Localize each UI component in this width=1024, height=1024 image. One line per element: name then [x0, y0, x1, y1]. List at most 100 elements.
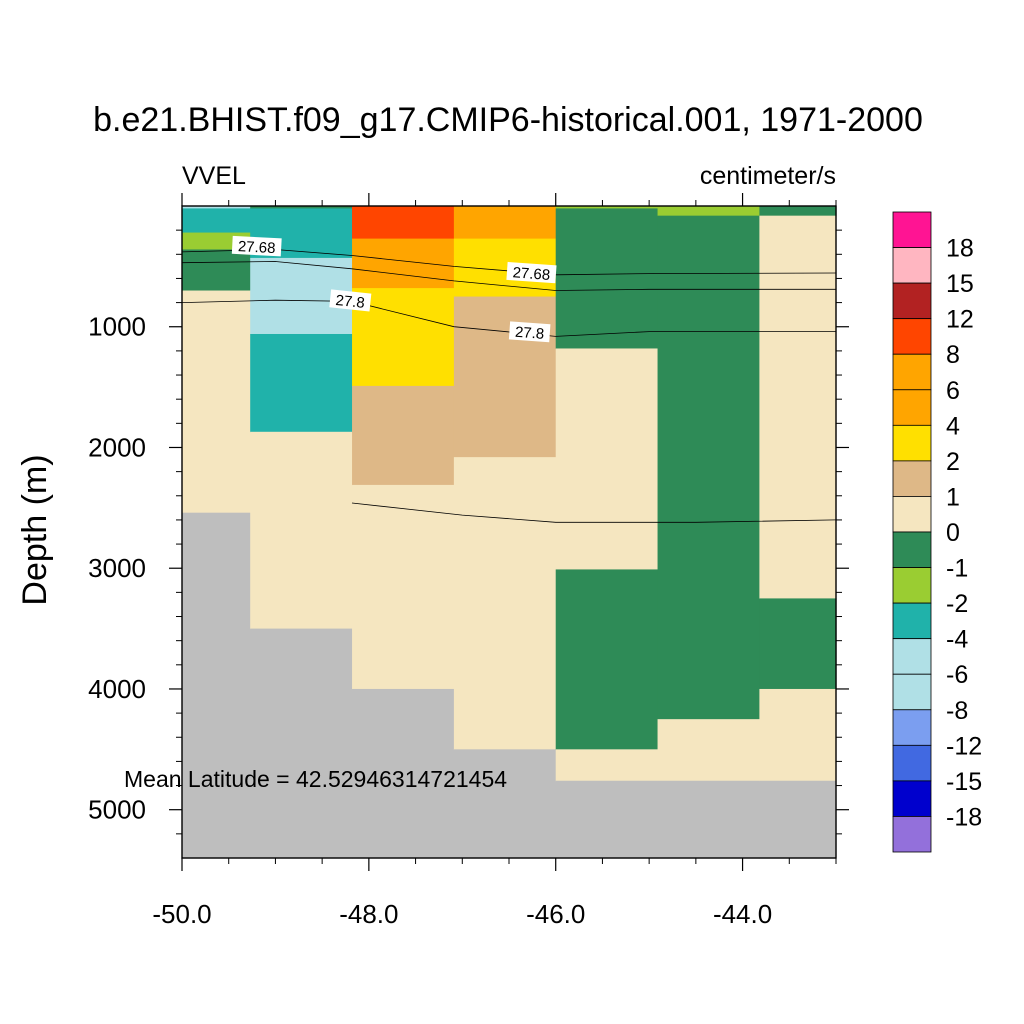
velocity-cell: [182, 249, 251, 292]
velocity-cell: [250, 333, 353, 433]
contour-label: 27.8: [508, 321, 551, 343]
colorbar-swatch: [892, 496, 932, 533]
land-mask-cell: [657, 780, 760, 859]
colorbar-swatch: [892, 318, 932, 355]
colorbar-label: 6: [946, 377, 960, 405]
colorbar-label: 0: [946, 519, 960, 547]
velocity-cell: [352, 238, 455, 289]
colorbar-label: 2: [946, 448, 960, 476]
colorbar-swatch: [892, 282, 932, 320]
colorbar-swatch: [892, 353, 932, 391]
colorbar-swatch: [892, 460, 932, 497]
colorbar-label: -18: [946, 803, 982, 831]
velocity-cell: [453, 457, 557, 750]
y-axis-title: Depth (m): [16, 454, 54, 605]
land-mask-cell: [250, 628, 353, 859]
contour-label-background: [506, 261, 557, 284]
velocity-cell: [555, 569, 659, 750]
colorbar-label: -2: [946, 590, 968, 618]
colorbar-swatch: [892, 638, 932, 675]
colorbar-label: -4: [946, 626, 968, 654]
colorbar-swatch: [892, 567, 932, 604]
colorbar-swatch: [892, 424, 932, 462]
x-tick-label: -50.0: [152, 899, 211, 929]
x-tick-label: -44.0: [713, 899, 772, 929]
y-tick-label: 1000: [88, 312, 146, 342]
velocity-cell: [759, 598, 837, 690]
velocity-cell: [352, 484, 455, 690]
y-tick-label: 5000: [88, 795, 146, 825]
contour-label-background: [231, 235, 282, 257]
colorbar-label: -1: [946, 555, 968, 583]
colorbar-swatch: [892, 389, 932, 426]
velocity-cell: [352, 206, 455, 240]
colorbar-label: -15: [946, 768, 982, 796]
contour-label: 27.8: [329, 289, 372, 312]
colorbar: 18 15 12 8 6 4 2 1 0 -1 -2 -4 -6 -8 -12 -15 -18: [892, 211, 982, 853]
velocity-cell: [182, 206, 251, 210]
velocity-cell: [759, 688, 837, 782]
colorbar-label: 12: [946, 306, 974, 334]
velocity-cell: [555, 348, 659, 571]
velocity-cell: [182, 208, 251, 234]
y-tick-label: 4000: [88, 674, 146, 704]
x-tick-label: -48.0: [339, 899, 398, 929]
colorbar-label: 18: [946, 235, 974, 263]
velocity-cell: [657, 215, 760, 720]
contour-label-text: 27.68: [237, 238, 275, 257]
contour-label-background: [329, 289, 372, 312]
chart-title: b.e21.BHIST.f09_g17.CMIP6-historical.001…: [93, 101, 923, 139]
velocity-cell: [453, 206, 557, 240]
contour-label-background: [508, 321, 551, 343]
contour-line: [181, 299, 836, 337]
velocity-cell: [352, 385, 455, 486]
axis-tick-labels: -50.0 -48.0 -46.0 -44.0 1000 2000 3000 4000 5000: [88, 312, 772, 929]
density-contours: 27.68 27.68 27.8 27.8: [181, 235, 837, 523]
velocity-cell: [555, 208, 659, 350]
right-string-units: centimeter/s: [700, 162, 836, 190]
contour-line: [351, 502, 837, 523]
colorbar-swatch: [892, 531, 932, 568]
land-mask-cell: [759, 780, 837, 859]
mean-latitude-annotation: Mean Latitude = 42.52946314721454: [124, 766, 507, 792]
velocity-cell: [250, 206, 353, 210]
plot-frame: [181, 205, 837, 859]
y-tick-label: 2000: [88, 432, 146, 462]
colorbar-label: 8: [946, 341, 960, 369]
axis-ticks: [169, 193, 849, 871]
land-mask-cell: [555, 780, 659, 859]
x-tick-label: -46.0: [526, 899, 585, 929]
velocity-cell: [250, 431, 353, 630]
velocity-cell: [657, 206, 760, 217]
colorbar-swatch: [892, 744, 932, 782]
colorbar-swatch: [892, 816, 932, 853]
velocity-cell: [759, 206, 837, 217]
colorbar-label: -6: [946, 661, 968, 689]
land-mask-cell: [453, 749, 557, 859]
y-tick-label: 3000: [88, 553, 146, 583]
contour-label-text: 27.68: [512, 264, 551, 284]
velocity-cell: [759, 215, 837, 600]
colorbar-label: 15: [946, 270, 974, 298]
contour-label: 27.68: [231, 235, 282, 257]
contour-label-text: 27.8: [514, 324, 544, 343]
velocity-cell: [453, 296, 557, 458]
velocity-cell: [182, 290, 251, 514]
velocity-cell: [555, 749, 659, 782]
colorbar-swatch: [892, 673, 932, 711]
contour-line: [181, 261, 836, 291]
data-cells: [182, 206, 837, 859]
contour-label: 27.68: [506, 261, 557, 284]
land-mask-cell: [182, 512, 251, 859]
contour-label-text: 27.8: [335, 292, 366, 312]
colorbar-swatch: [892, 211, 932, 248]
colorbar-label: 4: [946, 412, 960, 440]
colorbar-swatch: [892, 780, 932, 817]
velocity-cell: [657, 719, 760, 782]
colorbar-label: 1: [946, 483, 960, 511]
colorbar-label: -12: [946, 732, 982, 760]
colorbar-label: -8: [946, 697, 968, 725]
left-string-variable: VVEL: [182, 162, 246, 190]
velocity-cell: [555, 206, 659, 210]
